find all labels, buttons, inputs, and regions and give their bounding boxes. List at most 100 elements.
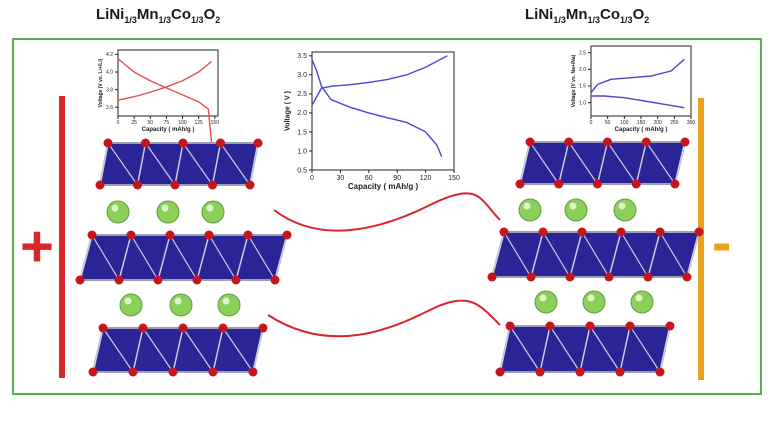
- formula-right-co: Co: [600, 6, 621, 23]
- x-tick-label: 100: [620, 120, 629, 126]
- oxygen-atom: [593, 179, 602, 189]
- bond-line: [589, 325, 621, 373]
- charge-curve: [311, 55, 448, 106]
- x-axis-label: Capacity ( mAh/g ): [348, 182, 419, 191]
- bond-line: [568, 141, 598, 185]
- oxygen-atom: [282, 230, 292, 240]
- oxygen-atom: [128, 367, 138, 377]
- positive-electrode: [59, 96, 65, 378]
- x-tick-label: 30: [337, 175, 345, 182]
- bond-line: [686, 231, 700, 278]
- right-layer-top: [515, 137, 690, 189]
- oxygen-atom: [98, 323, 108, 333]
- oxygen-atom: [495, 367, 505, 377]
- lithium-highlight: [635, 294, 643, 302]
- x-tick-label: 200: [653, 120, 662, 126]
- left-layer-bottom: [88, 323, 268, 377]
- bond-line: [132, 327, 144, 373]
- oxygen-atom: [505, 321, 515, 331]
- oxygen-atom: [208, 367, 218, 377]
- lithium-ion: [534, 290, 558, 314]
- left-layer-top: [95, 138, 263, 190]
- oxygen-atom: [87, 230, 97, 240]
- bond-line: [274, 234, 288, 281]
- bond-line: [674, 141, 686, 185]
- bond-line: [252, 327, 264, 373]
- x-axis-label: Capacity ( mAh/g ): [615, 127, 668, 133]
- bond-line: [211, 142, 222, 186]
- oxygen-atom: [665, 321, 675, 331]
- oxygen-atom: [208, 180, 217, 190]
- oxygen-atom: [170, 180, 180, 190]
- oxygen-atom: [178, 323, 188, 333]
- y-axis-label: Voltage (V vs. Li+/Li): [98, 58, 104, 107]
- y-axis-label: Voltage ( V ): [285, 91, 292, 131]
- oxygen-atom: [526, 272, 536, 282]
- bond-line: [647, 231, 661, 278]
- lithium-highlight: [174, 297, 182, 305]
- oxygen-atom: [153, 275, 163, 285]
- bond-line: [581, 231, 610, 278]
- bond-line: [169, 234, 198, 281]
- oxygen-atom: [554, 179, 564, 189]
- bond-line: [145, 142, 176, 186]
- y-tick-label: 3.5: [297, 53, 307, 60]
- formula-right-sub3: 1/3: [620, 15, 633, 25]
- x-tick-label: 120: [420, 175, 432, 182]
- lithium-highlight: [569, 202, 577, 210]
- y-tick-label: 0.5: [297, 167, 307, 174]
- bond-line: [220, 142, 251, 186]
- oxygen-atom: [88, 367, 98, 377]
- bond-line: [659, 231, 688, 278]
- oxygen-atom: [515, 179, 525, 189]
- bond-line: [99, 142, 109, 186]
- right-li-row-lower: [534, 290, 654, 314]
- x-tick-label: 125: [194, 120, 203, 126]
- oxygen-atom: [95, 180, 105, 190]
- charge-curve: [590, 58, 685, 94]
- oxygen-atom: [615, 367, 625, 377]
- y-tick-label: 1.0: [579, 100, 586, 106]
- bond-line: [607, 141, 637, 185]
- center-voltage-plot: 0 30 60 90 120 150 0.5 1.0 1.5 2.0 2.5 3.0 3.5 Capaci…: [285, 51, 460, 191]
- lithium-highlight: [523, 202, 531, 210]
- x-tick-label: 150: [448, 175, 460, 182]
- bond-line: [509, 325, 541, 373]
- x-tick-label: 50: [605, 120, 611, 126]
- oxygen-atom: [75, 275, 85, 285]
- formula-right-o: O: [632, 6, 645, 23]
- charge-curve: [117, 60, 212, 101]
- x-tick-label: 0: [117, 120, 120, 126]
- bond-line: [142, 327, 174, 373]
- x-tick-label: 0: [590, 120, 593, 126]
- oxygen-atom: [141, 138, 150, 148]
- x-tick-label: 300: [687, 120, 696, 126]
- oxygen-atom: [603, 137, 612, 147]
- bond-line: [196, 234, 210, 281]
- formula-left-mn: Mn: [136, 6, 159, 23]
- bond-line: [491, 231, 505, 278]
- formula-left-sub2: 1/3: [158, 15, 172, 25]
- formula-left-base: LiNi: [96, 6, 125, 23]
- bond-line: [569, 231, 583, 278]
- bond-line: [172, 327, 184, 373]
- x-tick-label: 0: [310, 175, 314, 182]
- formula-left-sub1: 1/3: [124, 15, 137, 25]
- right-li-row-upper: [518, 198, 637, 222]
- formula-right-base: LiNi: [525, 6, 554, 23]
- oxygen-atom: [218, 323, 228, 333]
- oxygen-atom: [682, 272, 692, 282]
- oxygen-atom: [245, 180, 255, 190]
- oxygen-atom: [565, 272, 575, 282]
- minus-sign: -: [712, 210, 731, 275]
- x-tick-label: 50: [147, 120, 153, 126]
- oxygen-atom: [192, 275, 202, 285]
- x-tick-label: 150: [211, 120, 220, 126]
- oxygen-atom: [585, 321, 595, 331]
- oxygen-atom: [133, 180, 142, 190]
- oxygen-atom: [535, 367, 545, 377]
- y-axis-label: Voltage (V vs. Na+/Na): [571, 54, 577, 107]
- x-tick-label: 250: [670, 120, 679, 126]
- x-tick-label: 60: [365, 175, 373, 182]
- discharge-curve: [591, 95, 685, 109]
